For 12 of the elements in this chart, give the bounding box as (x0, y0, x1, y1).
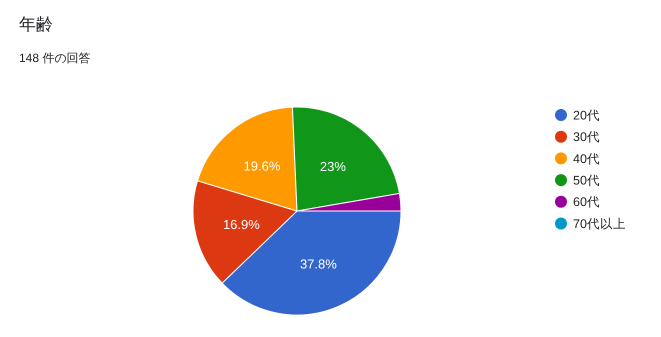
legend-label: 50代 (573, 173, 600, 188)
data-label: 37.8% (300, 256, 338, 272)
legend-label: 20代 (573, 108, 600, 122)
data-label: 16.9% (222, 216, 260, 232)
data-label: 23% (320, 159, 346, 174)
text: 148 件の回答 (19, 51, 90, 65)
legend-label: 60代 (573, 195, 600, 210)
legend-label: 40代 (573, 152, 600, 166)
legend-label: 70代以上 (573, 216, 626, 231)
data-label: 19.6% (244, 158, 281, 174)
legend-label: 30代 (573, 130, 600, 144)
text: 年齢 (19, 15, 53, 34)
